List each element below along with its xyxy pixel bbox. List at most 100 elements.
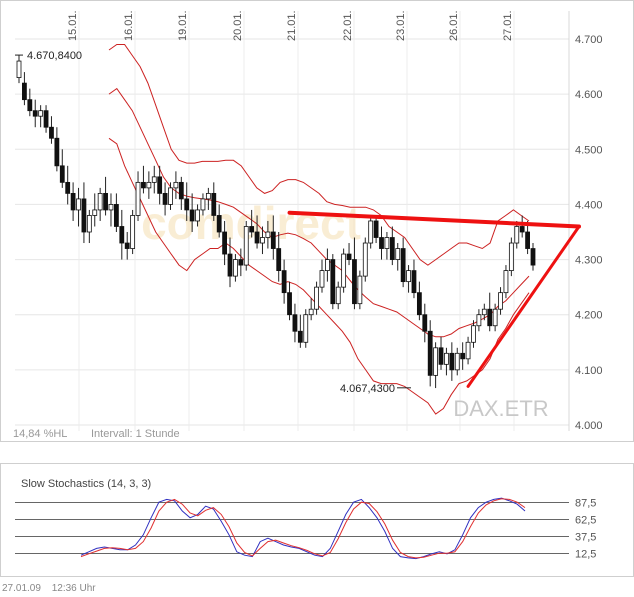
candle	[514, 220, 520, 249]
candle	[270, 215, 276, 260]
candle	[254, 215, 260, 249]
candle	[124, 232, 130, 260]
candle	[297, 314, 303, 348]
volatility-info: 14,84 %HL	[13, 428, 67, 440]
candle	[389, 226, 395, 266]
date-label: 16.01.	[123, 10, 135, 41]
date-label: 19.01.	[177, 10, 189, 41]
candle	[265, 220, 271, 249]
candle	[173, 171, 179, 199]
candle	[465, 336, 471, 365]
bollinger-upper-line	[108, 44, 530, 266]
interval-info: Intervall: 1 Stunde	[91, 428, 180, 440]
candle	[205, 187, 211, 210]
y-tick-label: 4.000	[575, 420, 603, 432]
footer-time: 12:36 Uhr	[51, 583, 96, 594]
candle	[308, 298, 314, 321]
y-tick-label: 4.200	[575, 310, 603, 322]
candle	[22, 72, 27, 106]
candle	[508, 237, 514, 277]
candle	[260, 226, 265, 255]
candle	[422, 303, 428, 343]
date-label: 27.01.	[502, 10, 514, 41]
candle	[97, 187, 103, 221]
candle	[471, 320, 476, 348]
candle	[406, 265, 411, 293]
stoch-tick-label: 12,5	[575, 549, 596, 561]
candle	[54, 127, 60, 172]
low-annotation-label: 4.067,4300	[340, 383, 395, 395]
candle	[352, 237, 357, 310]
candle	[70, 182, 76, 221]
date-label: 21.01.	[286, 10, 298, 41]
candle	[168, 182, 173, 210]
candle	[362, 237, 368, 282]
candle	[287, 281, 292, 321]
candle	[438, 336, 444, 370]
candle	[281, 259, 287, 304]
candle	[292, 303, 298, 343]
candle	[384, 232, 390, 260]
footer: 27.01.09 12:36 Uhr	[2, 583, 104, 594]
candle	[32, 99, 38, 128]
candle	[141, 165, 146, 194]
stoch-tick-label: 87,5	[575, 498, 596, 510]
candle	[178, 176, 184, 210]
candle	[357, 270, 363, 310]
bollinger-lower-line	[108, 137, 530, 415]
candle	[519, 215, 525, 238]
candle	[373, 215, 379, 244]
candle	[233, 254, 238, 282]
y-tick-label: 4.300	[575, 255, 603, 267]
candle	[530, 243, 536, 271]
candle	[454, 347, 460, 376]
candle	[227, 237, 233, 288]
candle	[184, 182, 190, 221]
candle	[108, 193, 114, 227]
candle	[335, 281, 341, 310]
candle	[449, 342, 455, 381]
y-tick-label: 4.700	[575, 34, 603, 46]
candle	[498, 287, 503, 315]
candle	[38, 105, 44, 128]
candle	[433, 342, 439, 389]
candle	[427, 320, 433, 387]
candle	[416, 281, 422, 321]
candle	[130, 209, 136, 255]
trend-line-support	[466, 224, 581, 388]
candle	[195, 204, 200, 227]
candle	[395, 243, 401, 271]
candle	[162, 182, 168, 216]
candle	[81, 182, 87, 244]
candle	[211, 182, 217, 221]
price-chart: comdirect 15.01. 16.01. 19.01. 20.01. 21.01.…	[13, 10, 603, 440]
stochastics-title: Slow Stochastics (14, 3, 3)	[21, 478, 151, 490]
stoch-tick-label: 37,5	[575, 532, 596, 544]
candle	[411, 259, 417, 299]
candle	[379, 226, 384, 260]
y-tick-label: 4.500	[575, 144, 603, 156]
date-label: 23.01.	[395, 10, 407, 41]
instrument-label: DAX.ETR	[453, 396, 548, 421]
candle	[59, 149, 65, 188]
candle	[151, 165, 157, 194]
candle	[460, 342, 466, 370]
candle	[92, 193, 98, 227]
candle	[16, 55, 22, 84]
y-tick-label: 4.400	[575, 199, 603, 211]
candle	[330, 254, 336, 310]
candle	[503, 265, 509, 299]
candle	[341, 248, 347, 293]
candle	[487, 292, 493, 332]
candle	[476, 309, 482, 332]
candle	[157, 165, 163, 205]
stoch-series-k	[80, 497, 526, 560]
candle	[76, 187, 81, 227]
candle	[119, 209, 125, 260]
candle	[481, 303, 487, 321]
candle	[400, 237, 406, 288]
high-annotation-label: 4.670,8400	[27, 50, 82, 62]
candle	[324, 248, 330, 282]
date-label: 20.01.	[232, 10, 244, 41]
candle	[103, 176, 108, 216]
